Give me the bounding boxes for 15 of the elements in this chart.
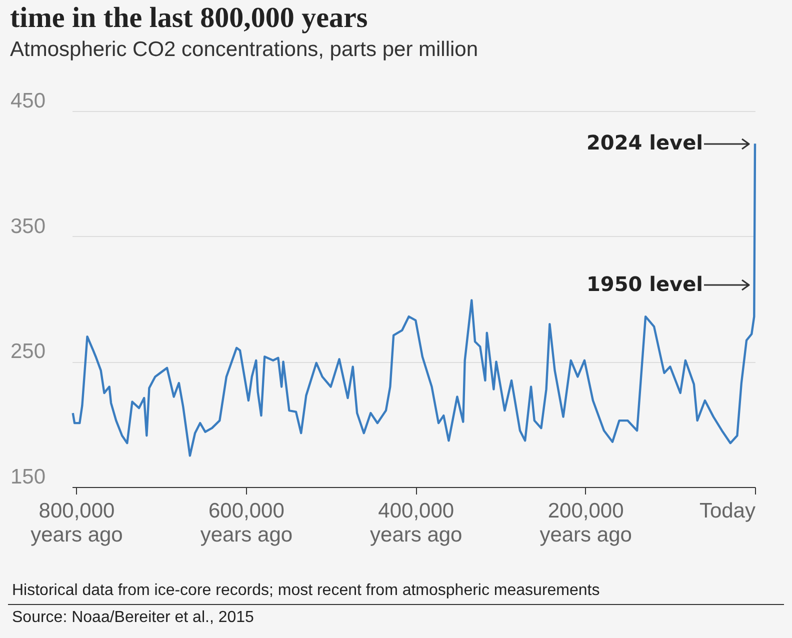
x-tick-label: Today [699, 500, 756, 522]
annotation: 2024 level [586, 130, 703, 155]
y-tick-label: 250 [10, 340, 46, 364]
x-tick-label: 400,000 years ago [370, 500, 462, 546]
text: Historical data from ice-core records; most recent from atmospheric measurements [11, 581, 601, 601]
x-tick-label: 800,000 years ago [30, 500, 123, 546]
chart-subtitle: Atmospheric CO2 concentrations, parts per million [10, 38, 478, 61]
chart-title: time in the last 800,000 years [10, 2, 368, 34]
y-tick-label: 350 [10, 214, 46, 238]
y-tick-label: 150 [10, 466, 46, 488]
source-note: Source: Noaa/Bereiter et al., 2015 [8, 604, 784, 631]
x-tick-label: 200,000 years ago [540, 500, 632, 546]
y-tick-label: 450 [10, 90, 46, 112]
x-tick-label: 600,000 years ago [200, 500, 293, 546]
annotation: 1950 level [586, 272, 703, 296]
